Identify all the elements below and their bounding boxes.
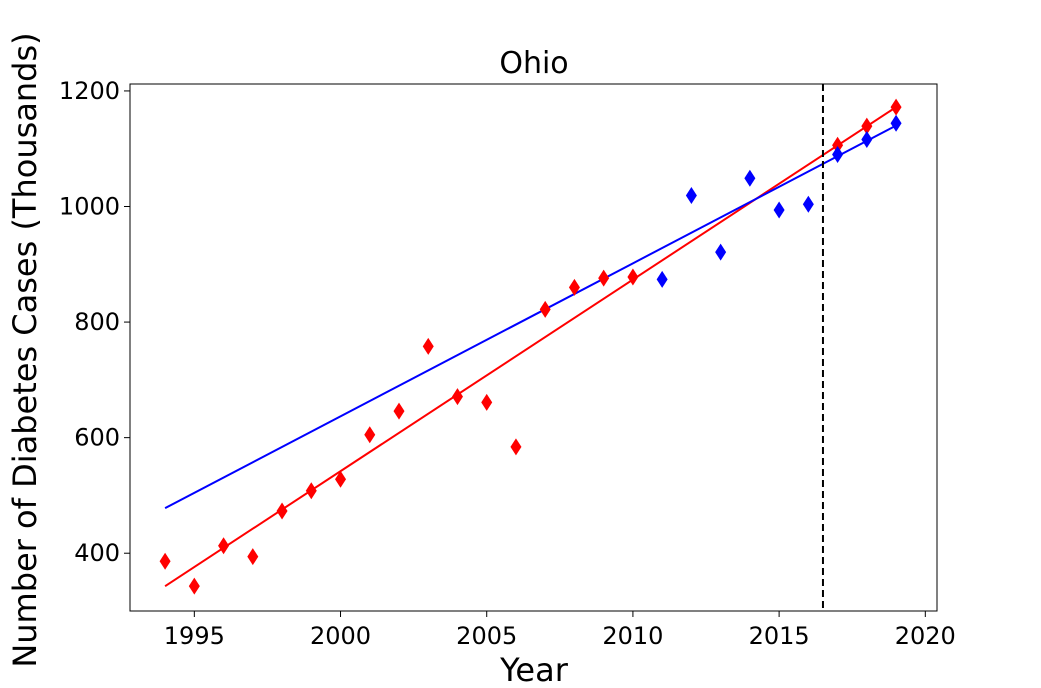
data-point-series-1 [510,438,522,456]
x-tick-label: 2005 [456,622,517,650]
data-point-series-2 [773,201,785,219]
data-point-series-1 [861,117,873,135]
data-point-series-1 [159,552,171,570]
plot-content [159,84,902,611]
x-tick-label: 1995 [164,622,225,650]
data-point-series-1 [890,98,902,116]
data-point-series-2 [861,130,873,148]
y-tick-label: 600 [74,424,120,452]
data-point-series-1 [539,300,551,318]
x-tick-label: 2015 [749,622,810,650]
data-point-series-1 [276,502,288,520]
plot-frame [129,83,938,612]
x-axis-title: Year [499,651,569,688]
data-point-series-1 [422,337,434,355]
data-point-series-2 [744,169,756,187]
fit-line-2 [164,124,897,510]
y-tick-label: 400 [74,539,120,567]
y-axis: 400 600 800 1000 1200 [59,77,130,567]
data-point-series-2 [656,270,668,288]
data-point-series-1 [393,402,405,420]
x-tick-label: 2000 [310,622,371,650]
y-tick-label: 1000 [59,193,120,221]
data-point-series-1 [335,470,347,488]
chart-title: Ohio [499,46,568,81]
data-point-series-1 [627,268,639,286]
data-point-series-1 [305,482,317,500]
data-point-series-1 [481,393,493,411]
data-point-series-1 [247,548,259,566]
data-point-series-2 [802,195,814,213]
data-point-series-1 [364,426,376,444]
data-point-series-2 [715,243,727,261]
data-point-series-2 [890,114,902,132]
y-tick-label: 1200 [59,77,120,105]
y-axis-title: Number of Diabetes Cases (Thousands) [6,32,44,667]
data-point-series-1 [451,388,463,406]
data-point-series-1 [218,537,230,555]
x-tick-label: 2010 [602,622,663,650]
data-point-series-1 [832,136,844,154]
x-axis: 1995 2000 2005 2010 2015 2020 [164,611,956,650]
data-point-series-1 [568,278,580,296]
x-tick-label: 2020 [895,622,956,650]
data-point-series-2 [832,145,844,163]
data-point-series-1 [188,577,200,595]
data-point-series-1 [598,269,610,287]
y-tick-label: 800 [74,308,120,336]
fit-line-1 [164,106,897,587]
data-point-series-2 [685,187,697,205]
